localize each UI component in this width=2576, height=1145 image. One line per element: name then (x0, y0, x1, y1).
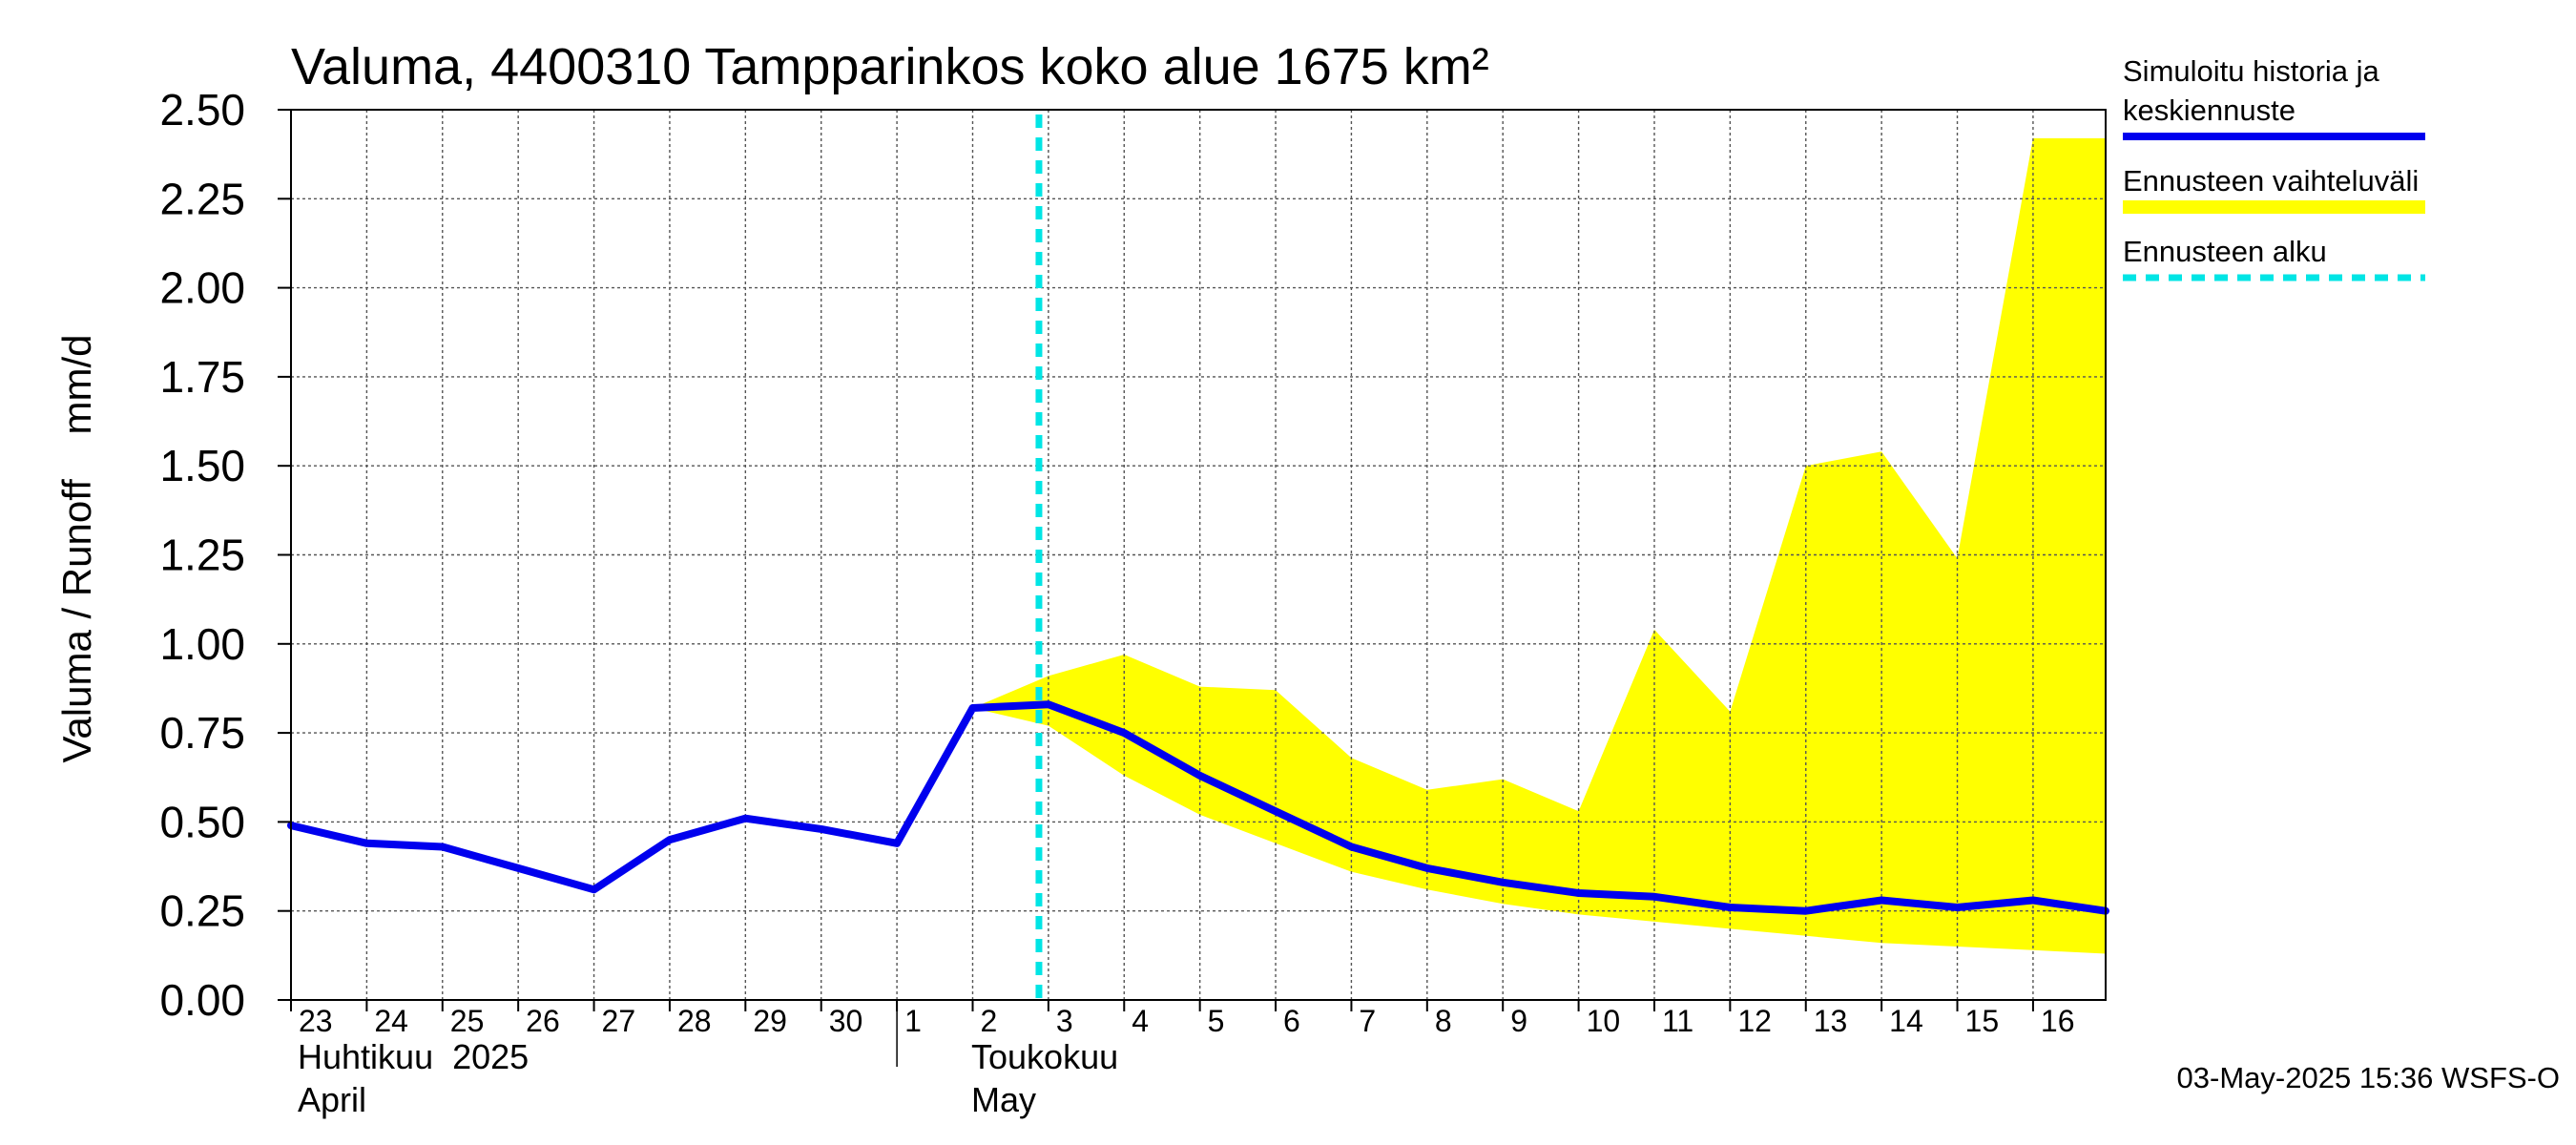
month-labels: Huhtikuu 2025 April Toukokuu May (298, 1037, 1118, 1119)
month-label-april-fi: Huhtikuu 2025 (298, 1037, 529, 1076)
y-tick-label: 0.50 (159, 797, 245, 846)
chart-title: Valuma, 4400310 Tampparinkos koko alue 1… (291, 38, 1489, 95)
legend-label-simulated-line1: Simuloitu historia ja (2123, 54, 2380, 88)
x-tick-label: 4 (1132, 1004, 1149, 1038)
x-tick-label: 26 (526, 1004, 560, 1038)
y-tick-label: 0.25 (159, 886, 245, 936)
x-tick-label: 5 (1208, 1004, 1225, 1038)
month-label-april-en: April (298, 1080, 366, 1119)
forecast-range-band (972, 137, 2106, 954)
legend-label-forecast-start: Ennusteen alku (2123, 235, 2327, 268)
grid-layer (291, 110, 2106, 1000)
x-tick-label: 30 (829, 1004, 863, 1038)
x-tick-label: 16 (2041, 1004, 2075, 1038)
y-tick-label: 2.50 (159, 85, 245, 135)
x-tick-label: 27 (602, 1004, 636, 1038)
x-tick-label: 8 (1435, 1004, 1452, 1038)
x-tick-label: 7 (1359, 1004, 1376, 1038)
x-tick-label: 6 (1283, 1004, 1300, 1038)
y-tick-label: 1.25 (159, 531, 245, 580)
x-tick-label: 25 (450, 1004, 485, 1038)
simulated-runoff-line (287, 700, 2109, 915)
x-tick-label: 12 (1737, 1004, 1772, 1038)
x-tick-label: 10 (1587, 1004, 1621, 1038)
legend-label-range: Ennusteen vaihteluväli (2123, 164, 2419, 198)
x-tick-label: 15 (1965, 1004, 2000, 1038)
x-tick-label: 3 (1056, 1004, 1073, 1038)
y-tick-label: 2.00 (159, 263, 245, 313)
x-tick-label: 9 (1510, 1004, 1527, 1038)
series-layer (287, 114, 2109, 1000)
footer-timestamp: 03-May-2025 15:36 WSFS-O (2177, 1061, 2560, 1094)
y-tick-label: 2.25 (159, 174, 245, 223)
plot-frame (290, 109, 2107, 1001)
x-tick-label: 2 (980, 1004, 997, 1038)
y-tick-label: 0.75 (159, 708, 245, 758)
legend: Simuloitu historia ja keskiennuste Ennus… (2123, 54, 2425, 281)
x-tick-label: 23 (299, 1004, 333, 1038)
x-tick-label: 11 (1662, 1004, 1693, 1038)
x-tick-label: 13 (1814, 1004, 1848, 1038)
y-tick-label: 1.50 (159, 441, 245, 490)
y-tick-label: 1.00 (159, 619, 245, 669)
axis-layer: 0.00 0.25 0.50 0.75 1.00 1.25 1.50 1.75 2.00 2.25… (159, 85, 2107, 1067)
month-label-may-en: May (971, 1080, 1036, 1119)
x-tick-label: 28 (677, 1004, 712, 1038)
x-tick-label: 24 (374, 1004, 408, 1038)
legend-label-simulated-line2: keskiennuste (2123, 94, 2296, 127)
y-axis-label: Valuma / Runoff mm/d (54, 335, 99, 763)
forecast-range-band-layer (972, 137, 2106, 954)
x-tick-label: 1 (904, 1004, 922, 1038)
month-label-may-fi: Toukokuu (971, 1037, 1118, 1076)
x-tick-label: 29 (753, 1004, 787, 1038)
y-tick-label: 1.75 (159, 352, 245, 402)
y-tick-label: 0.00 (159, 975, 245, 1025)
x-tick-label: 14 (1889, 1004, 1923, 1038)
